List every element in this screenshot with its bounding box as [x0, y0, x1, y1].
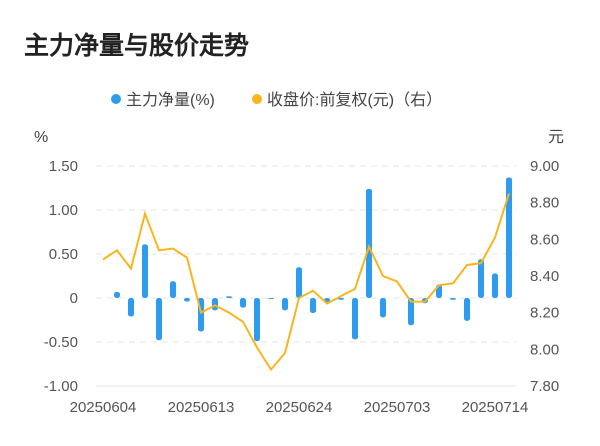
legend-label-bar[interactable]: 主力净量(%) — [126, 91, 215, 109]
left-tick-label: 1.00 — [49, 202, 78, 219]
right-tick-label: 8.40 — [530, 268, 559, 285]
bar — [226, 296, 232, 298]
x-tick-label: 20250613 — [168, 399, 235, 416]
legend-marker-bar — [111, 94, 121, 104]
bar — [478, 259, 484, 298]
left-tick-label: -0.50 — [44, 334, 78, 351]
bar — [352, 298, 358, 340]
bar — [156, 298, 162, 341]
left-tick-label: 0.50 — [49, 246, 78, 263]
right-tick-label: 9.00 — [530, 158, 559, 175]
bar — [310, 298, 316, 313]
x-tick-label: 20250714 — [462, 399, 529, 416]
right-tick-label: 8.20 — [530, 305, 559, 322]
x-tick-label: 20250624 — [266, 399, 333, 416]
right-tick-label: 8.80 — [530, 195, 559, 212]
left-tick-label: 0 — [70, 290, 78, 307]
right-axis-unit: 元 — [548, 129, 564, 146]
legend[interactable]: 主力净量(%) 收盘价:前复权(元)（右） — [111, 90, 442, 109]
bar — [380, 298, 386, 318]
bar — [114, 291, 120, 298]
x-tick-label: 20250703 — [364, 399, 431, 416]
price-line — [102, 193, 510, 372]
bar — [366, 188, 372, 298]
right-tick-label: 8.60 — [530, 231, 559, 248]
bar — [338, 298, 344, 300]
bar — [282, 298, 288, 311]
legend-marker-line — [252, 94, 262, 104]
bar — [128, 298, 134, 317]
bar — [212, 298, 218, 311]
bar — [492, 273, 498, 298]
legend-label-line[interactable]: 收盘价:前复权(元)（右） — [267, 90, 442, 109]
right-tick-label: 8.00 — [530, 341, 559, 358]
left-tick-label: 1.50 — [49, 158, 78, 175]
left-axis-unit: % — [34, 129, 48, 146]
bar — [296, 267, 302, 298]
bar — [240, 298, 246, 308]
x-tick-label: 20250604 — [70, 399, 137, 416]
bar — [408, 298, 414, 326]
left-tick-label: -1.00 — [44, 378, 78, 395]
bar — [184, 298, 190, 302]
bar — [450, 298, 456, 300]
bar — [254, 298, 260, 342]
right-tick-label: 7.80 — [530, 378, 559, 395]
bar — [142, 244, 148, 298]
bar — [464, 298, 470, 321]
bar — [268, 298, 274, 299]
bar — [506, 177, 512, 298]
chart-title: 主力净量与股价走势 — [24, 31, 249, 60]
bar — [170, 281, 176, 298]
